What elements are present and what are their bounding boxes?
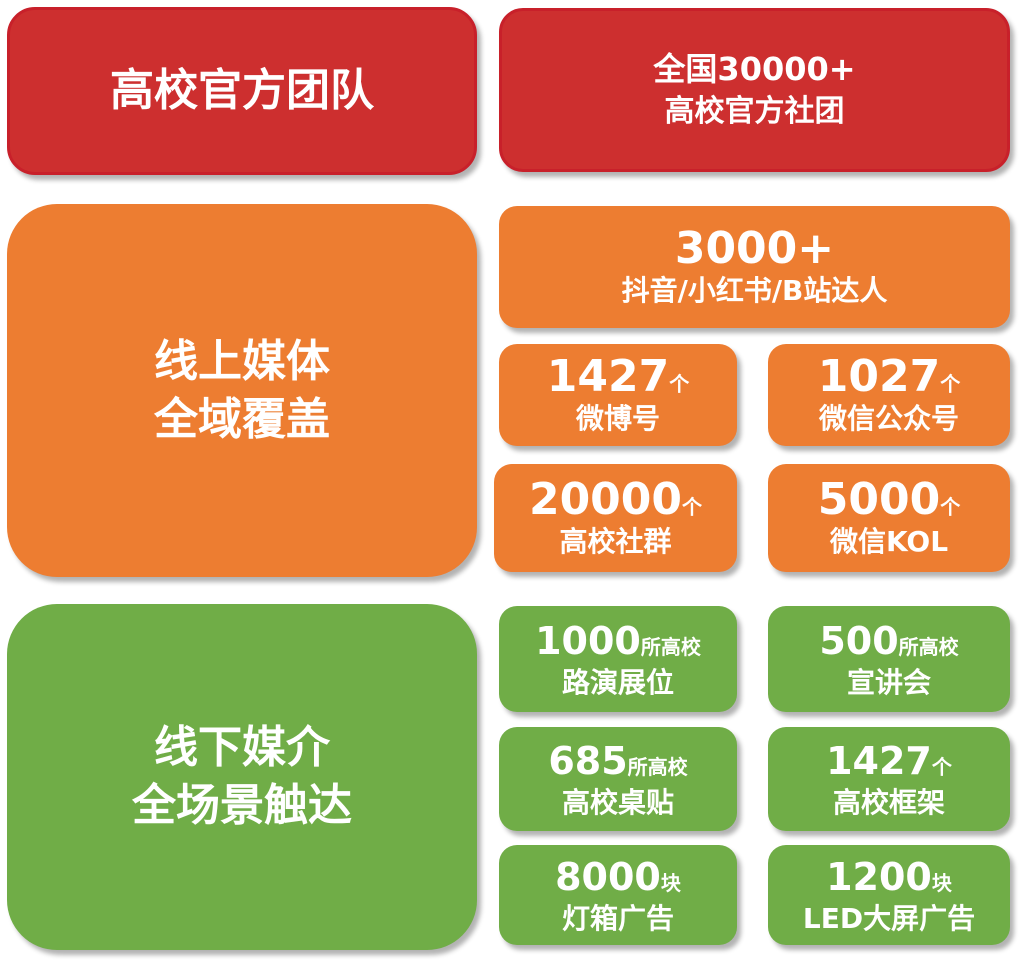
item-number: 685 (548, 739, 628, 783)
team-stat-box: 全国30000+ 高校官方社团 (499, 8, 1010, 172)
online-top-number: 3000+ (674, 223, 835, 274)
team-title-box: 高校官方团队 (7, 7, 477, 175)
team-stat-line2: 高校官方社团 (664, 94, 845, 129)
offline-item: 1000所高校 路演展位 (499, 606, 737, 712)
item-number: 500 (819, 619, 899, 663)
item-label: 微信KOL (829, 525, 949, 558)
online-title-line1: 线上媒体 (154, 335, 330, 387)
team-stat-line1: 全国30000+ (653, 50, 856, 88)
item-number: 1427 (546, 351, 670, 402)
item-number: 1027 (817, 351, 941, 402)
item-unit: 所高校 (898, 635, 959, 659)
item-unit: 个 (682, 495, 703, 519)
online-item: 1027个 微信公众号 (768, 344, 1010, 446)
item-number: 1000 (535, 619, 641, 663)
item-number: 8000 (555, 855, 661, 899)
item-label: LED大屏广告 (802, 902, 976, 935)
online-top-label: 抖音/小红书/B站达人 (621, 274, 888, 307)
offline-item: 8000块 灯箱广告 (499, 845, 737, 945)
online-title-line2: 全域覆盖 (154, 393, 330, 445)
item-unit: 个 (669, 372, 690, 396)
offline-title-line2: 全场景触达 (132, 780, 352, 831)
online-item: 20000个 高校社群 (494, 464, 737, 572)
team-title: 高校官方团队 (110, 65, 374, 116)
offline-item: 500所高校 宣讲会 (768, 606, 1010, 712)
item-unit: 个 (931, 755, 952, 779)
item-label: 微信公众号 (818, 402, 959, 435)
online-item: 1427个 微博号 (499, 344, 737, 446)
offline-item: 1200块 LED大屏广告 (768, 845, 1010, 945)
item-unit: 所高校 (640, 635, 701, 659)
item-unit: 个 (940, 495, 961, 519)
item-label: 高校桌贴 (561, 786, 674, 819)
item-number: 20000 (528, 474, 683, 525)
item-label: 微博号 (575, 402, 660, 435)
item-label: 高校社群 (559, 525, 672, 558)
online-title-box: 线上媒体 全域覆盖 (7, 204, 477, 577)
item-number: 1427 (826, 739, 932, 783)
online-item: 5000个 微信KOL (768, 464, 1010, 572)
item-label: 路演展位 (561, 666, 674, 699)
offline-title-box: 线下媒介 全场景触达 (7, 604, 477, 950)
offline-item: 1427个 高校框架 (768, 727, 1010, 831)
online-top-box: 3000+ 抖音/小红书/B站达人 (499, 206, 1010, 328)
item-unit: 块 (931, 871, 952, 895)
item-label: 灯箱广告 (561, 902, 674, 935)
offline-title-line1: 线下媒介 (154, 722, 330, 773)
item-label: 宣讲会 (846, 666, 931, 699)
item-unit: 所高校 (627, 755, 688, 779)
item-number: 5000 (817, 474, 941, 525)
offline-item: 685所高校 高校桌贴 (499, 727, 737, 831)
item-unit: 个 (940, 372, 961, 396)
item-number: 1200 (826, 855, 932, 899)
item-unit: 块 (660, 871, 681, 895)
item-label: 高校框架 (832, 786, 945, 819)
